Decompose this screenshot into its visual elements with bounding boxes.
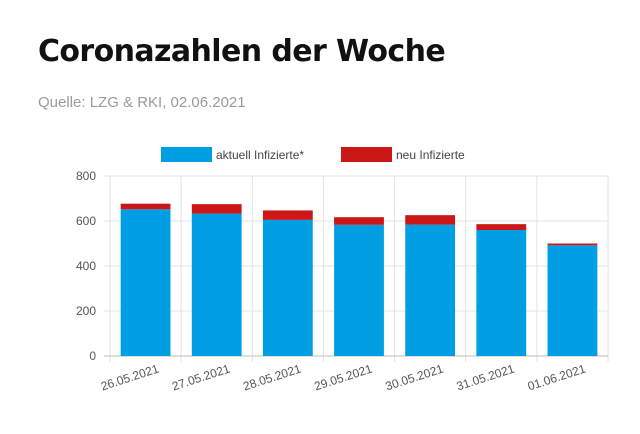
bar-neu-infizierte-5[interactable] [405,215,456,225]
legend-swatch-aktuell[interactable] [161,147,212,162]
bar-aktuell-infizierte-3[interactable] [262,219,313,356]
x-tick-label: 30.05.2021 [384,361,446,393]
x-axis: 26.05.2021 27.05.2021 28.05.2021 29.05.2021… [99,361,588,393]
legend-swatch-neu[interactable] [341,147,392,162]
y-tick-label: 400 [76,259,96,273]
x-tick-label: 26.05.2021 [99,361,161,393]
bar-neu-infizierte-7[interactable] [547,243,598,246]
bar-aktuell-infizierte-1[interactable] [120,209,171,356]
legend: aktuell Infizierte* neu Infizierte [161,147,465,162]
bar-neu-infizierte-2[interactable] [191,204,242,214]
x-tick-label: 01.06.2021 [526,361,588,393]
bar-aktuell-infizierte-7[interactable] [547,245,598,356]
legend-label-aktuell[interactable]: aktuell Infizierte* [216,148,304,162]
x-tick-label: 31.05.2021 [455,361,517,393]
chart-title: Coronazahlen der Woche [38,34,446,69]
chart-source: Quelle: LZG & RKI, 02.06.2021 [38,94,246,111]
bars [120,203,598,356]
y-tick-label: 600 [76,214,96,228]
bar-aktuell-infizierte-4[interactable] [334,224,384,356]
legend-label-neu[interactable]: neu Infizierte [396,148,465,162]
x-tick-label: 28.05.2021 [241,361,303,393]
y-tick-label: 0 [89,349,96,363]
bar-neu-infizierte-1[interactable] [120,203,171,210]
bar-aktuell-infizierte-6[interactable] [476,230,527,356]
x-tick-label: 29.05.2021 [312,361,374,393]
bar-neu-infizierte-3[interactable] [262,210,313,220]
y-tick-label: 200 [76,304,96,318]
bar-neu-infizierte-6[interactable] [476,224,527,230]
bar-neu-infizierte-4[interactable] [334,217,384,225]
x-tick-label: 27.05.2021 [170,361,232,393]
bar-aktuell-infizierte-5[interactable] [405,224,456,356]
y-tick-label: 800 [76,169,96,183]
bar-aktuell-infizierte-2[interactable] [191,213,242,356]
